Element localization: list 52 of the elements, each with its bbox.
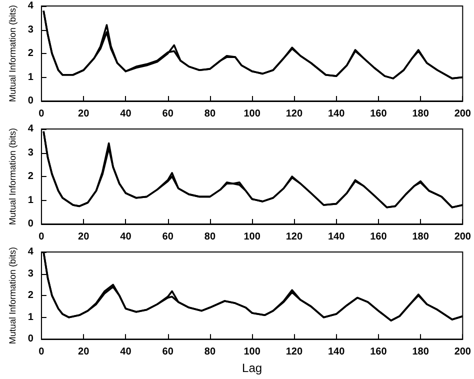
y-tick-label: 2 [28, 48, 34, 59]
y-axis-title: Mutual Information (bits) [8, 128, 18, 226]
y-tick-label: 1 [28, 312, 34, 323]
x-tick-label: 120 [286, 346, 303, 358]
x-tick-label: 80 [204, 346, 216, 358]
x-tick-label: 160 [370, 108, 388, 120]
x-tick-label: 120 [286, 108, 303, 120]
y-tick-label: 1 [28, 72, 34, 83]
x-tick-label: 200 [454, 232, 472, 242]
y-tick-label: 3 [28, 268, 34, 280]
y-tick-label: 1 [28, 194, 34, 206]
y-tick-label: 2 [28, 290, 34, 302]
x-tick-label: 140 [328, 232, 346, 242]
y-tick-label: 4 [28, 246, 34, 258]
x-tick-label: 180 [412, 108, 430, 120]
x-tick-label: 0 [38, 108, 45, 120]
y-tick-label: 4 [28, 0, 34, 12]
x-tick-label: 0 [38, 232, 45, 242]
x-tick-label: 60 [162, 232, 174, 242]
x-tick-label: 100 [244, 108, 261, 120]
y-tick-label: 3 [28, 24, 34, 36]
x-tick-label: 0 [38, 346, 45, 358]
y-tick-label: 0 [28, 218, 34, 230]
x-tick-label: 40 [120, 108, 132, 120]
x-tick-label: 60 [162, 108, 174, 120]
x-axis-title: Lag [242, 361, 262, 375]
y-tick-label: 2 [28, 171, 34, 182]
x-tick-label: 20 [78, 346, 90, 358]
y-tick-label: 3 [28, 147, 34, 158]
x-tick-label: 200 [454, 108, 472, 120]
y-tick-label: 4 [28, 124, 34, 134]
y-tick-label: 0 [28, 96, 34, 106]
x-tick-label: 100 [244, 232, 261, 242]
x-tick-label: 180 [412, 346, 430, 358]
x-tick-label: 100 [244, 346, 261, 358]
x-tick-label: 40 [120, 346, 132, 358]
x-tick-label: 200 [454, 346, 472, 358]
x-tick-label: 20 [78, 232, 90, 242]
y-tick-label: 0 [28, 334, 34, 345]
y-axis-title: Mutual Information (bits) [8, 4, 18, 102]
x-tick-label: 180 [412, 232, 430, 242]
x-tick-label: 160 [370, 346, 388, 358]
x-tick-label: 40 [120, 232, 132, 242]
x-tick-label: 20 [78, 108, 90, 120]
x-tick-label: 80 [204, 232, 216, 242]
x-tick-label: 160 [370, 232, 388, 242]
x-tick-label: 80 [204, 108, 216, 120]
y-axis-title: Mutual Information (bits) [8, 247, 18, 344]
x-tick-label: 140 [328, 346, 346, 358]
x-tick-label: 120 [286, 232, 303, 242]
x-tick-label: 60 [162, 346, 174, 358]
x-tick-label: 140 [328, 108, 346, 120]
